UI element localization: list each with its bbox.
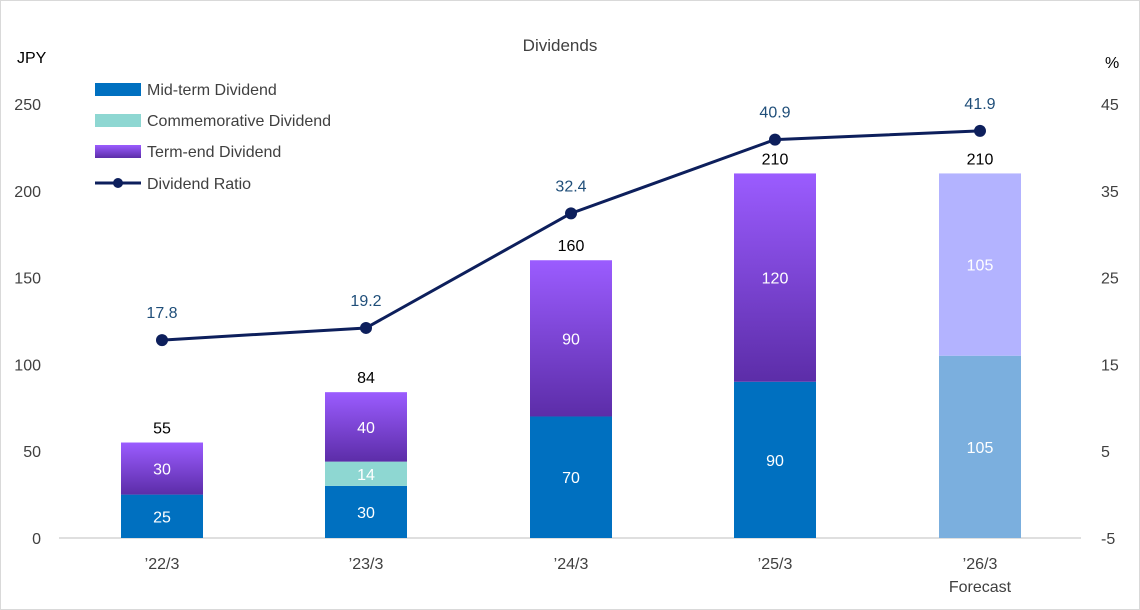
bar-label-mid-term: 105 bbox=[967, 440, 994, 457]
total-label: 210 bbox=[762, 151, 789, 168]
left-tick-label: 150 bbox=[14, 271, 41, 288]
legend-item-commemorative: Commemorative Dividend bbox=[95, 113, 331, 130]
right-y-axis: -5 5 15 25 35 45 bbox=[1101, 97, 1119, 548]
legend-marker-dividend-ratio bbox=[113, 178, 123, 188]
x-tick-label: ’25/3 bbox=[758, 556, 793, 573]
legend-item-dividend-ratio: Dividend Ratio bbox=[95, 176, 251, 193]
legend-label-term-end: Term-end Dividend bbox=[147, 144, 281, 161]
x-tick-label: ’24/3 bbox=[554, 556, 589, 573]
dividend-ratio-label: 41.9 bbox=[964, 96, 995, 113]
total-label: 55 bbox=[153, 421, 171, 438]
chart-title: Dividends bbox=[523, 36, 598, 55]
x-tick-sublabel: Forecast bbox=[949, 579, 1012, 596]
left-axis-unit: JPY bbox=[17, 50, 47, 67]
bar-term-end bbox=[121, 442, 203, 495]
right-tick-label: 45 bbox=[1101, 97, 1119, 114]
dividend-ratio-point bbox=[974, 124, 986, 137]
legend-label-commemorative: Commemorative Dividend bbox=[147, 113, 331, 130]
dividend-ratio-point bbox=[360, 321, 372, 334]
dividend-ratio-label: 32.4 bbox=[555, 178, 586, 195]
right-tick-label: 25 bbox=[1101, 271, 1119, 288]
left-tick-label: 0 bbox=[32, 531, 41, 548]
total-label: 210 bbox=[967, 151, 994, 168]
legend: Mid-term Dividend Commemorative Dividend… bbox=[95, 82, 331, 193]
total-label: 84 bbox=[357, 370, 375, 387]
bar-mid-term bbox=[530, 416, 612, 538]
legend-swatch-mid-term bbox=[95, 83, 141, 96]
right-tick-label: -5 bbox=[1101, 531, 1115, 548]
legend-swatch-term-end bbox=[95, 145, 141, 158]
left-tick-label: 50 bbox=[23, 444, 41, 461]
bar-term-end bbox=[734, 173, 816, 382]
right-tick-label: 15 bbox=[1101, 357, 1119, 374]
total-label: 160 bbox=[558, 238, 585, 255]
bar-commemorative bbox=[325, 461, 407, 486]
dividend-ratio-label: 19.2 bbox=[350, 293, 381, 310]
left-tick-label: 250 bbox=[14, 97, 41, 114]
dividend-ratio-label: 40.9 bbox=[759, 105, 790, 122]
bar-label-commemorative: 14 bbox=[357, 467, 375, 484]
x-tick-label: ’26/3 bbox=[963, 556, 998, 573]
bar-mid-term bbox=[325, 485, 407, 538]
legend-label-mid-term: Mid-term Dividend bbox=[147, 82, 277, 99]
right-tick-label: 5 bbox=[1101, 444, 1110, 461]
bar-label-term-end: 105 bbox=[967, 258, 994, 275]
bar-term-end bbox=[530, 260, 612, 417]
dividend-ratio-point bbox=[565, 207, 577, 220]
right-tick-label: 35 bbox=[1101, 184, 1119, 201]
dividend-ratio-point bbox=[156, 334, 168, 347]
bar-label-term-end: 40 bbox=[357, 420, 375, 437]
bar-label-mid-term: 70 bbox=[562, 470, 580, 487]
bar-value-labels: 25 30 30 14 40 70 90 90 120 105 105 bbox=[153, 258, 993, 527]
bar-term-end bbox=[939, 173, 1021, 356]
bar-mid-term bbox=[734, 381, 816, 538]
x-axis-labels: ’22/3 ’23/3 ’24/3 ’25/3 ’26/3 Forecast bbox=[145, 556, 1012, 596]
bar-label-mid-term: 90 bbox=[766, 453, 784, 470]
dividend-ratio-point bbox=[769, 133, 781, 146]
dividend-ratio-label: 17.8 bbox=[146, 305, 177, 322]
total-labels: 55 84 160 210 210 bbox=[153, 151, 993, 437]
bar-label-mid-term: 25 bbox=[153, 509, 171, 526]
x-tick-label: ’23/3 bbox=[349, 556, 384, 573]
x-tick-label: ’22/3 bbox=[145, 556, 180, 573]
left-tick-label: 100 bbox=[14, 357, 41, 374]
bar-mid-term bbox=[939, 355, 1021, 538]
bar-label-term-end: 30 bbox=[153, 462, 171, 479]
bar-label-term-end: 120 bbox=[762, 271, 789, 288]
left-tick-label: 200 bbox=[14, 184, 41, 201]
bar-label-mid-term: 30 bbox=[357, 505, 375, 522]
bar-series bbox=[121, 173, 1021, 538]
legend-item-mid-term: Mid-term Dividend bbox=[95, 82, 277, 99]
left-y-axis: 0 50 100 150 200 250 bbox=[14, 97, 41, 548]
legend-label-dividend-ratio: Dividend Ratio bbox=[147, 176, 251, 193]
bar-mid-term bbox=[121, 494, 203, 538]
dividend-ratio-series: 17.8 19.2 32.4 40.9 41.9 bbox=[146, 96, 996, 347]
legend-swatch-commemorative bbox=[95, 114, 141, 127]
legend-item-term-end: Term-end Dividend bbox=[95, 144, 281, 161]
bar-label-term-end: 90 bbox=[562, 331, 580, 348]
right-axis-unit: % bbox=[1105, 55, 1119, 72]
bar-term-end bbox=[325, 392, 407, 462]
